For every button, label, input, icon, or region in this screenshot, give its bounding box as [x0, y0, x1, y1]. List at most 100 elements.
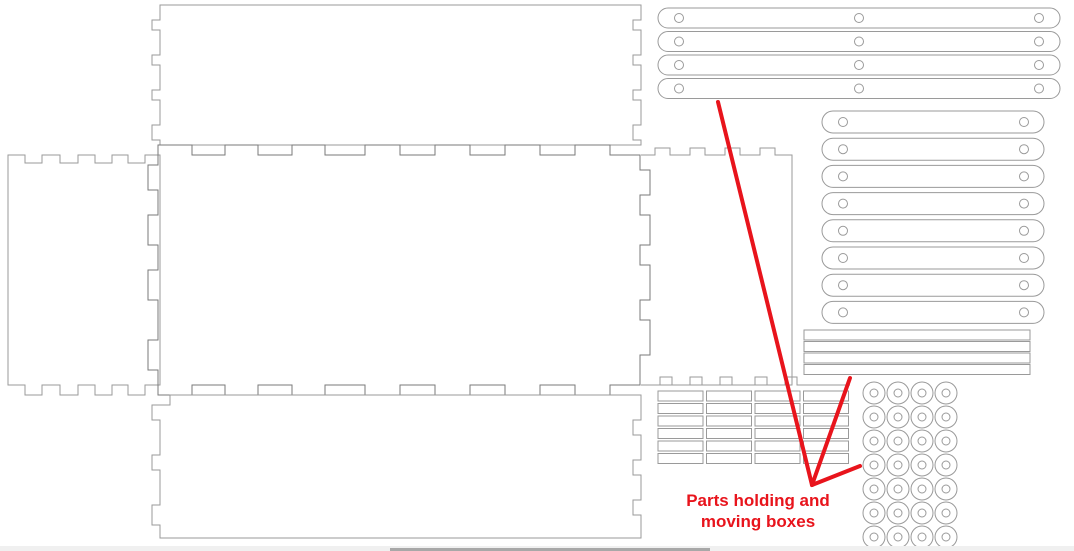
- washer: [886, 525, 910, 549]
- washer: [934, 501, 958, 525]
- center-panel: [147, 144, 651, 396]
- washer-hole: [893, 388, 903, 398]
- small-tab: [803, 428, 849, 439]
- long-bar: [657, 78, 1061, 99]
- bar-hole: [838, 280, 848, 291]
- small-tab: [754, 453, 801, 464]
- washer: [910, 429, 934, 453]
- washer-hole: [869, 436, 879, 446]
- small-tab: [657, 440, 704, 452]
- washer-hole: [917, 508, 927, 518]
- bar-hole: [838, 253, 848, 263]
- thin-strips: [803, 329, 1031, 375]
- small-tab: [706, 390, 752, 402]
- washer-hole: [941, 508, 951, 518]
- small-tab: [706, 428, 752, 439]
- bar-hole: [838, 307, 848, 318]
- washer: [934, 453, 958, 477]
- small-tab-grid: [657, 390, 849, 464]
- box-panels: [7, 4, 850, 539]
- small-tab: [706, 403, 752, 414]
- bar-hole: [838, 144, 848, 155]
- thin-strip: [803, 341, 1031, 352]
- bar-hole: [674, 13, 684, 23]
- washer-hole: [941, 484, 951, 494]
- washer-hole: [917, 532, 927, 542]
- bar-hole: [854, 36, 864, 47]
- washer: [886, 405, 910, 429]
- bar-hole: [1019, 198, 1029, 209]
- washer: [886, 501, 910, 525]
- scrollbar-thumb[interactable]: [390, 548, 710, 551]
- washer: [862, 453, 886, 477]
- small-tab: [657, 390, 704, 402]
- tabbed-strip: [656, 376, 850, 386]
- washer: [934, 429, 958, 453]
- washer-hole: [917, 388, 927, 398]
- small-tab: [803, 403, 849, 414]
- washer-hole: [941, 532, 951, 542]
- washer: [934, 477, 958, 501]
- bar-hole: [838, 117, 848, 127]
- annotation-arrow: [716, 100, 862, 487]
- short-bar: [821, 164, 1045, 188]
- small-tab: [657, 415, 704, 427]
- bar-hole: [1019, 225, 1029, 236]
- short-bar: [821, 246, 1045, 270]
- bar-hole: [854, 13, 864, 23]
- washer-hole: [941, 388, 951, 398]
- thin-strip: [803, 364, 1031, 375]
- bar-hole: [854, 83, 864, 94]
- washer-hole: [941, 460, 951, 470]
- washer-hole: [893, 532, 903, 542]
- small-tab: [706, 415, 752, 427]
- washer: [886, 429, 910, 453]
- small-tab: [657, 428, 704, 439]
- bar-hole: [1019, 171, 1029, 182]
- left-side-panel: [7, 154, 161, 396]
- thin-strip: [803, 352, 1031, 364]
- washer: [886, 477, 910, 501]
- washer-hole: [917, 436, 927, 446]
- washer: [886, 381, 910, 405]
- washer: [862, 429, 886, 453]
- long-bars: [657, 7, 1061, 99]
- washer-hole: [869, 532, 879, 542]
- washer: [862, 477, 886, 501]
- annotation-label: Parts holding and moving boxes: [686, 491, 830, 531]
- washer-hole: [917, 412, 927, 422]
- bar-hole: [854, 60, 864, 70]
- washer: [910, 381, 934, 405]
- washer-hole: [869, 388, 879, 398]
- small-tab: [706, 440, 752, 452]
- thin-strip: [803, 329, 1031, 341]
- top-panel: [151, 4, 642, 146]
- small-tab: [803, 453, 849, 464]
- bar-hole: [674, 83, 684, 94]
- long-bar: [657, 54, 1061, 76]
- bar-hole: [1019, 144, 1029, 155]
- bar-hole: [1034, 36, 1044, 47]
- short-bar: [821, 273, 1045, 297]
- washer-hole: [893, 436, 903, 446]
- washer-hole: [941, 412, 951, 422]
- bar-hole: [1034, 83, 1044, 94]
- washer: [886, 453, 910, 477]
- washer-hole: [893, 484, 903, 494]
- washer: [862, 501, 886, 525]
- washer-hole: [869, 412, 879, 422]
- bar-hole: [1019, 280, 1029, 291]
- washer-hole: [917, 460, 927, 470]
- washer-hole: [869, 508, 879, 518]
- small-tab: [657, 453, 704, 464]
- bar-hole: [1019, 117, 1029, 127]
- washer-hole: [893, 508, 903, 518]
- short-bars: [821, 110, 1045, 324]
- washer-hole: [893, 460, 903, 470]
- washer: [910, 525, 934, 549]
- bar-hole: [838, 171, 848, 182]
- bottom-panel: [151, 394, 642, 539]
- long-bar: [657, 31, 1061, 52]
- bar-hole: [1019, 253, 1029, 263]
